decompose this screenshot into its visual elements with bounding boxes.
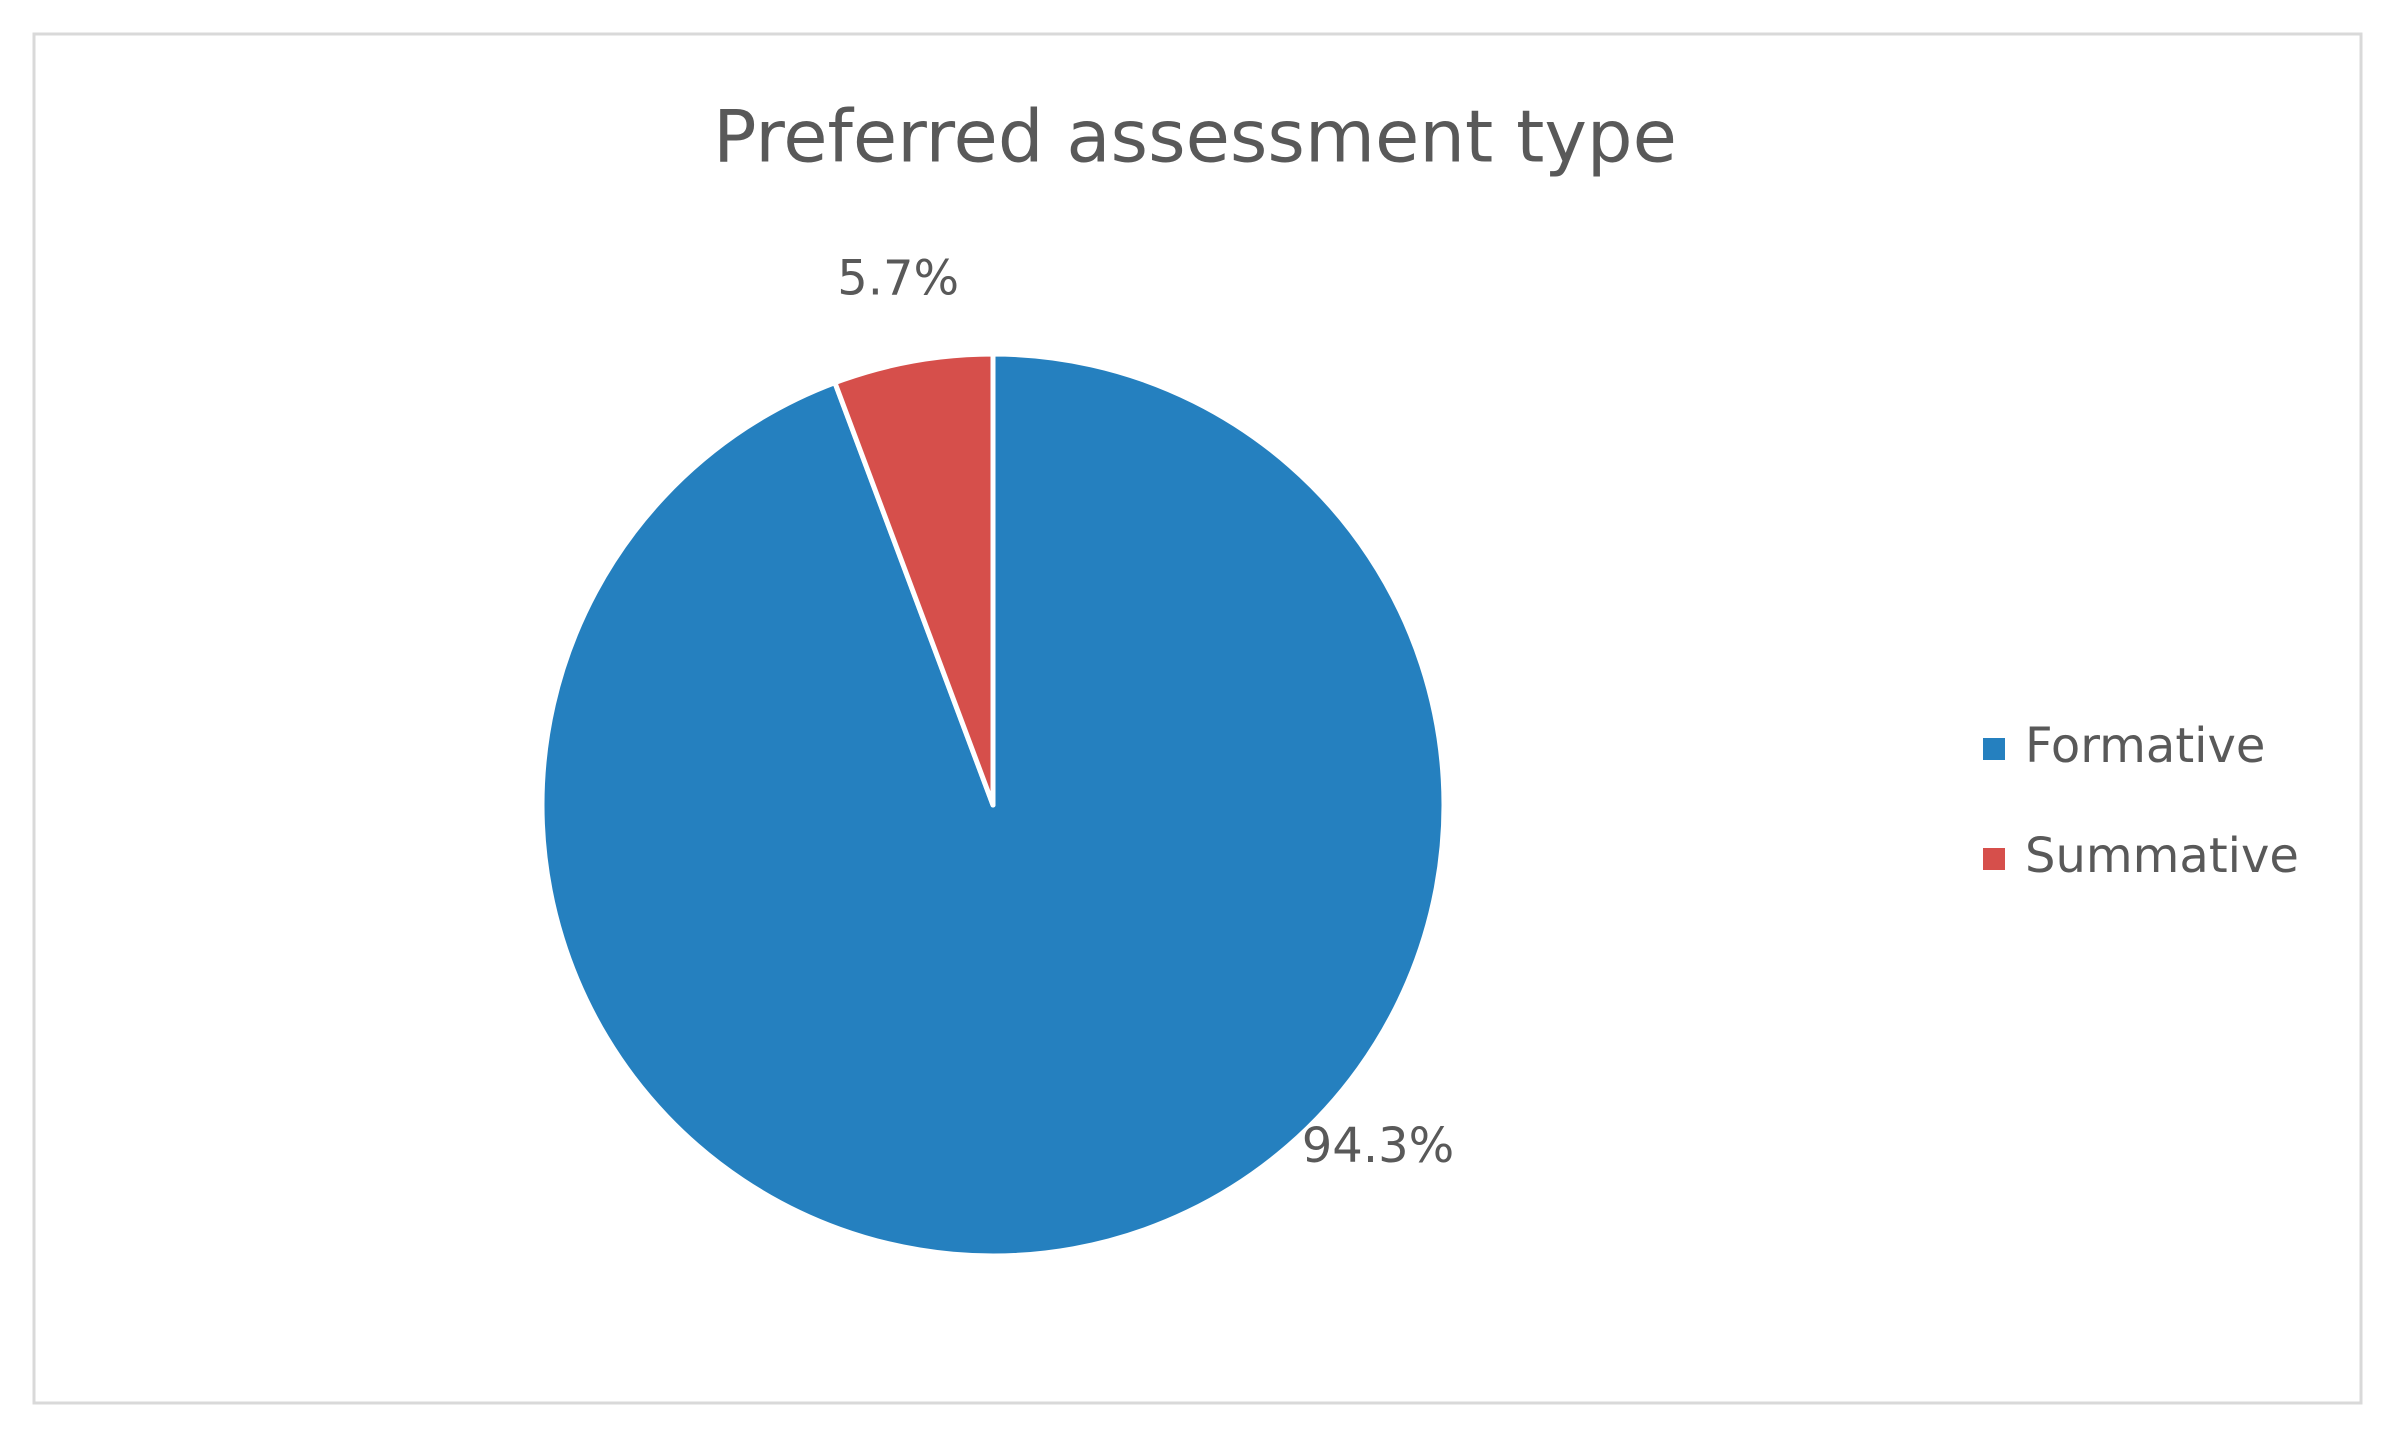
pie-slice (832, 351, 996, 808)
data-label: 5.7% (837, 250, 959, 306)
legend-swatch (1983, 848, 2005, 870)
legend-swatch (1983, 738, 2005, 760)
chart-title: Preferred assessment type (713, 95, 1677, 179)
data-label: 94.3% (1302, 1118, 1454, 1174)
legend-label: Summative (2025, 828, 2299, 884)
legend-label: Formative (2025, 718, 2265, 774)
